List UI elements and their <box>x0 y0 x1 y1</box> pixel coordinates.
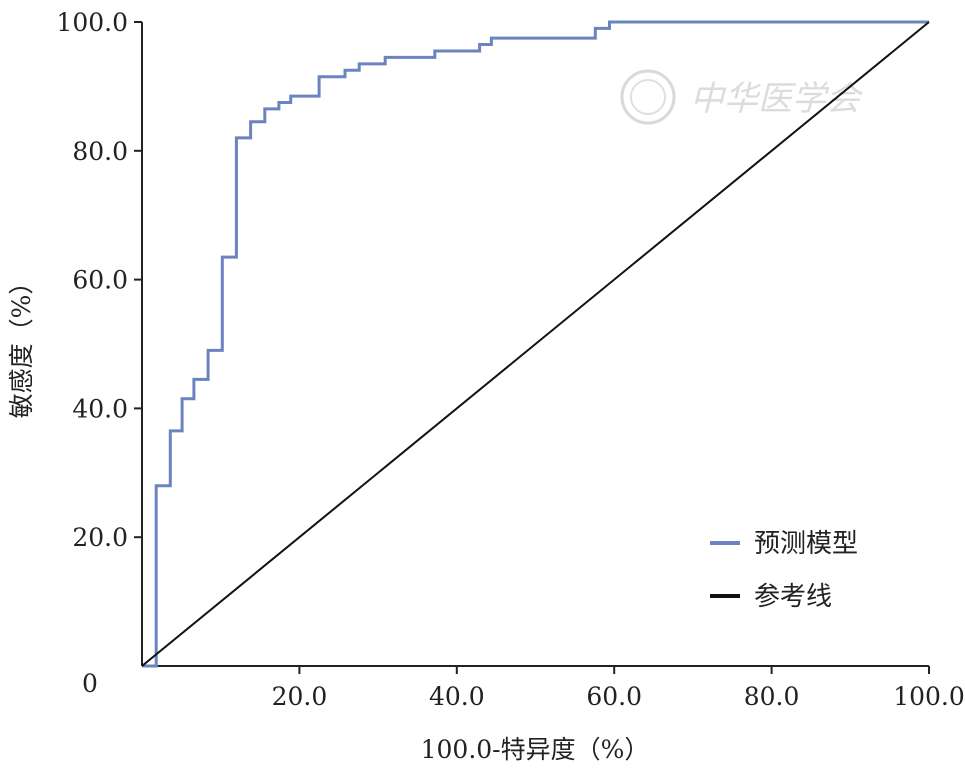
x-tick-label: 40.0 <box>429 682 485 711</box>
x-ticks: 0 20.0 40.0 60.0 80.0 100.0 <box>82 666 965 711</box>
watermark: 中华医学会 <box>620 69 864 125</box>
y-ticks: 20.0 40.0 60.0 80.0 100.0 <box>56 8 142 552</box>
series-group <box>141 20 930 668</box>
legend-label: 预测模型 <box>754 529 858 559</box>
x-tick-label: 20.0 <box>272 682 328 711</box>
y-tick-label: 80.0 <box>72 137 128 166</box>
series-line-reference <box>141 21 930 667</box>
y-tick-label: 100.0 <box>56 8 128 37</box>
watermark-seal-inner <box>630 79 666 115</box>
watermark-seal-icon <box>620 69 676 125</box>
y-tick-label: 40.0 <box>72 394 128 423</box>
x-tick-label: 80.0 <box>744 682 800 711</box>
x-axis-label: 100.0-特异度（%） <box>421 735 650 764</box>
y-tick-label: 60.0 <box>72 266 128 295</box>
series-line-prediction-model <box>142 20 929 668</box>
axes <box>141 22 929 667</box>
x-tick-label: 0 <box>82 669 98 698</box>
x-tick-label: 100.0 <box>893 682 965 711</box>
y-axis-label: 敏感度（%） <box>7 270 36 419</box>
y-tick-label: 20.0 <box>72 523 128 552</box>
legend-label: 参考线 <box>754 582 832 612</box>
watermark-text: 中华医学会 <box>690 79 864 119</box>
x-tick-label: 60.0 <box>586 682 642 711</box>
